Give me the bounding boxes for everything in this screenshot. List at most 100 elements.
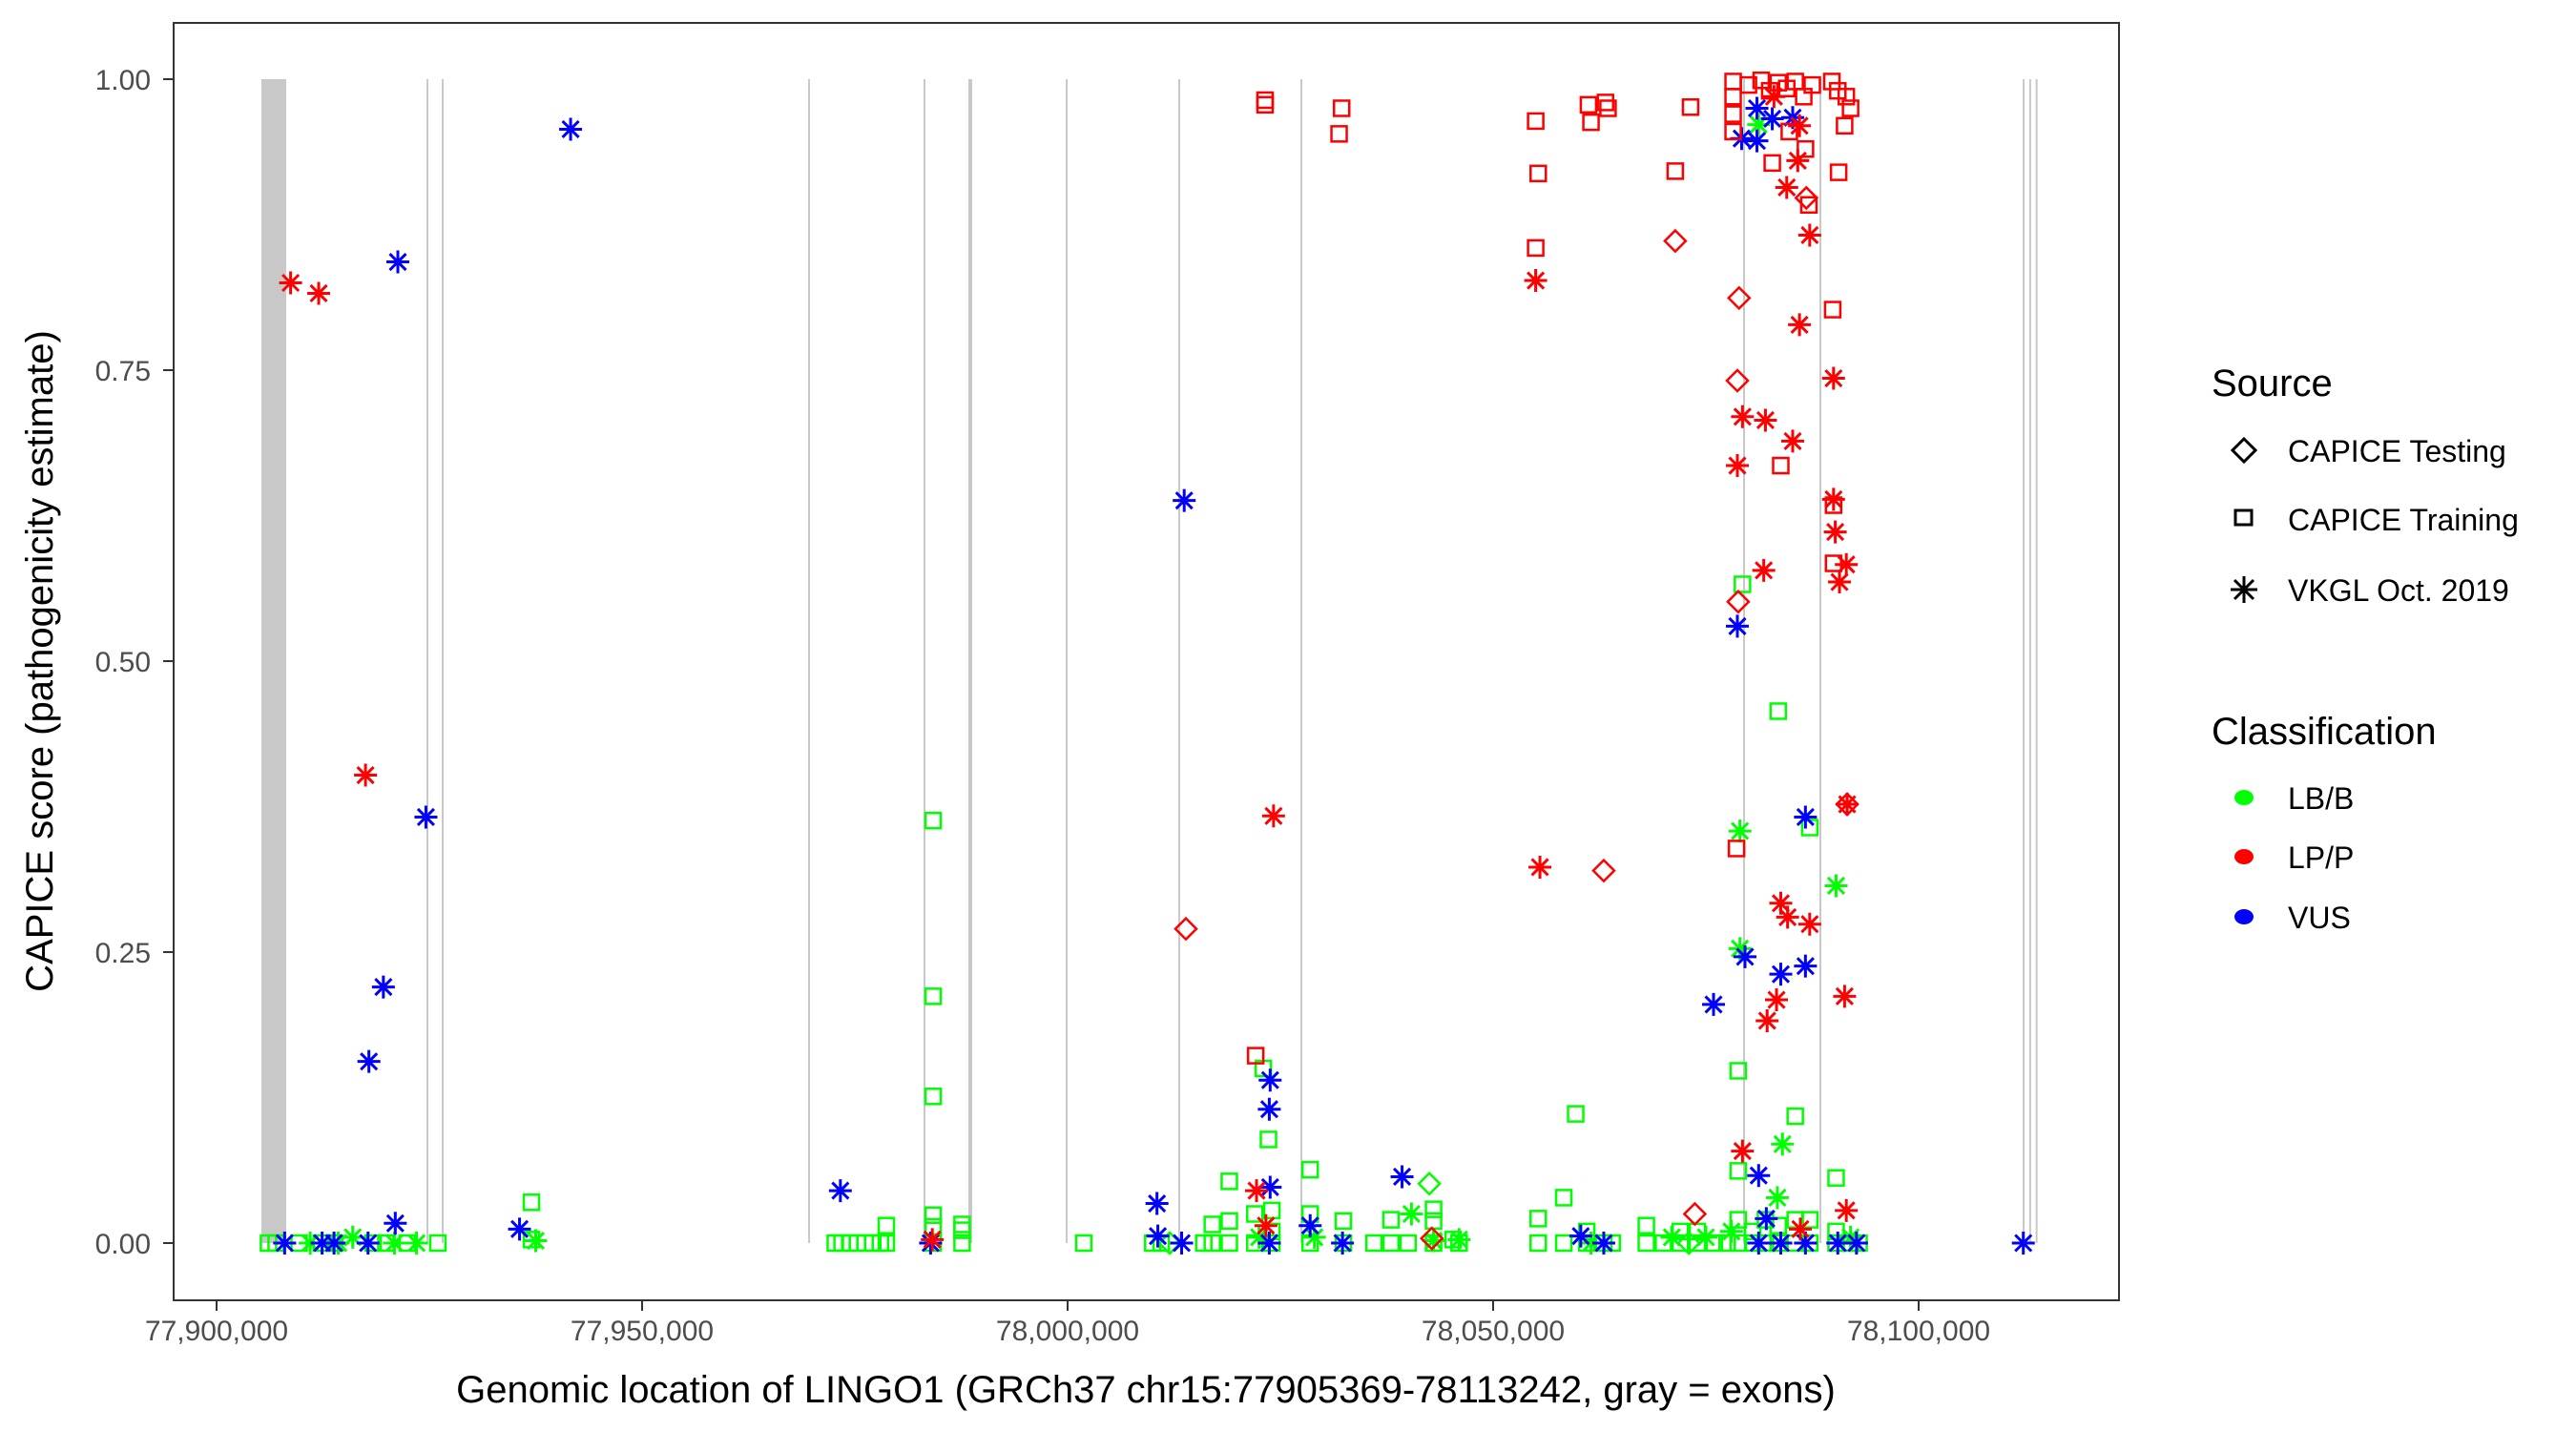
training-point-square xyxy=(1729,1062,1748,1080)
testing-point-diamond xyxy=(1794,185,1819,211)
exon-band xyxy=(923,79,925,1243)
training-point-square xyxy=(1739,75,1757,94)
training-point-square xyxy=(1364,1234,1383,1253)
vkgl-point-star xyxy=(1170,1232,1194,1255)
vkgl-point-star xyxy=(279,271,302,295)
x-tick-3: 78,050,000 xyxy=(1422,1300,1565,1347)
training-point-square xyxy=(1827,1169,1845,1187)
vkgl-point-star xyxy=(1745,129,1769,153)
training-point-square xyxy=(1529,1210,1548,1228)
training-point-square xyxy=(1245,1205,1264,1223)
training-point-square xyxy=(1599,99,1617,117)
vkgl-point-star xyxy=(1734,944,1757,968)
vkgl-point-star xyxy=(1331,1232,1355,1255)
training-point-square xyxy=(1330,125,1348,143)
vkgl-point-star xyxy=(1257,1232,1281,1255)
legend-item-capice-training: CAPICE Training xyxy=(2233,503,2519,537)
testing-point-diamond xyxy=(1174,916,1198,942)
x-tick-2: 78,000,000 xyxy=(996,1300,1139,1347)
testing-point-diamond xyxy=(1417,1172,1442,1196)
vkgl-point-star xyxy=(1769,963,1793,986)
exon-band xyxy=(2028,79,2031,1243)
exon-band xyxy=(2035,79,2038,1243)
vkgl-point-star xyxy=(1788,114,1812,137)
vkgl-point-star xyxy=(354,763,378,787)
testing-point-diamond xyxy=(1682,1201,1708,1227)
vkgl-point-star xyxy=(2011,1232,2035,1255)
training-point-square xyxy=(1724,88,1742,106)
training-point-square xyxy=(924,811,943,830)
training-point-square xyxy=(1529,164,1548,183)
vkgl-point-star xyxy=(524,1229,548,1253)
training-point-square xyxy=(1729,1162,1748,1180)
vkgl-point-star xyxy=(1765,988,1789,1012)
training-point-square xyxy=(1579,95,1598,114)
exon-band xyxy=(967,79,970,1243)
legend-title-source: Source xyxy=(2212,363,2333,404)
vkgl-point-star xyxy=(1528,855,1552,879)
vkgl-point-star xyxy=(273,1232,297,1255)
training-point-square xyxy=(1220,1172,1238,1191)
training-point-square xyxy=(1780,122,1798,141)
vkgl-point-star xyxy=(1833,985,1857,1008)
x-tick-0: 77,900,000 xyxy=(145,1300,288,1347)
vkgl-point-star xyxy=(1258,1175,1282,1199)
data-points xyxy=(260,71,2035,1255)
legend-label: VUS xyxy=(2288,901,2351,935)
vkgl-point-star xyxy=(1760,107,1784,131)
y-tick-label: 1.00 xyxy=(95,65,151,96)
vkgl-point-star xyxy=(1794,1232,1818,1255)
training-point-square xyxy=(877,1216,896,1234)
vkgl-point-star xyxy=(1788,313,1812,337)
vkgl-point-star xyxy=(1824,874,1848,898)
training-point-square xyxy=(1724,122,1742,141)
training-point-square xyxy=(1399,1234,1418,1253)
vkgl-point-star xyxy=(299,1232,322,1255)
training-point-square xyxy=(1554,1189,1573,1207)
x-tick-label: 78,050,000 xyxy=(1422,1316,1565,1347)
vkgl-point-star xyxy=(1302,1225,1326,1249)
vkgl-point-star xyxy=(1400,1202,1423,1226)
y-tick-2: 0.50 xyxy=(95,647,174,678)
vkgl-point-star xyxy=(1390,1165,1414,1189)
y-tick-label: 0.75 xyxy=(95,356,151,387)
training-point-square xyxy=(877,1234,896,1253)
vkgl-point-star xyxy=(1728,819,1752,843)
vkgl-point-star xyxy=(1728,937,1752,961)
vkgl-point-star xyxy=(1780,429,1804,453)
y-tick-1: 0.25 xyxy=(95,938,174,969)
vkgl-point-star xyxy=(1568,1224,1592,1248)
vkgl-point-star xyxy=(1579,1232,1603,1255)
vkgl-point-star xyxy=(508,1217,531,1241)
exon-band xyxy=(969,79,972,1243)
vkgl-point-star xyxy=(1823,520,1847,544)
vkgl-point-star xyxy=(1789,1217,1813,1241)
legend-label: LB/B xyxy=(2288,781,2354,816)
vkgl-point-star xyxy=(1694,1225,1717,1249)
training-point-square xyxy=(1527,238,1545,258)
training-point-square xyxy=(924,987,943,1006)
y-tick-label: 0.50 xyxy=(95,647,151,678)
training-point-square xyxy=(522,1193,541,1212)
vkgl-point-star xyxy=(1245,1179,1269,1203)
training-point-square xyxy=(1259,1130,1278,1149)
y-tick-0: 0.00 xyxy=(95,1229,174,1260)
y-axis: 0.00 0.25 0.50 0.75 1.00 xyxy=(95,65,174,1260)
exon-band xyxy=(1177,79,1180,1243)
vkgl-point-star xyxy=(341,1225,364,1249)
training-point-square xyxy=(1823,301,1842,319)
testing-point-diamond xyxy=(1725,368,1750,393)
vkgl-point-star xyxy=(310,1232,334,1255)
vkgl-point-star xyxy=(1261,804,1285,828)
vkgl-point-star xyxy=(1258,1068,1282,1092)
vkgl-point-star xyxy=(1731,404,1755,428)
square-icon xyxy=(2233,508,2254,527)
vkgl-point-star xyxy=(1797,223,1821,247)
legend-label: LP/P xyxy=(2288,840,2354,875)
exon-bands xyxy=(261,79,2038,1243)
training-point-square xyxy=(1220,1212,1238,1231)
training-point-square xyxy=(1803,75,1821,94)
training-point-square xyxy=(1334,1212,1353,1231)
vkgl-point-star xyxy=(371,975,395,999)
